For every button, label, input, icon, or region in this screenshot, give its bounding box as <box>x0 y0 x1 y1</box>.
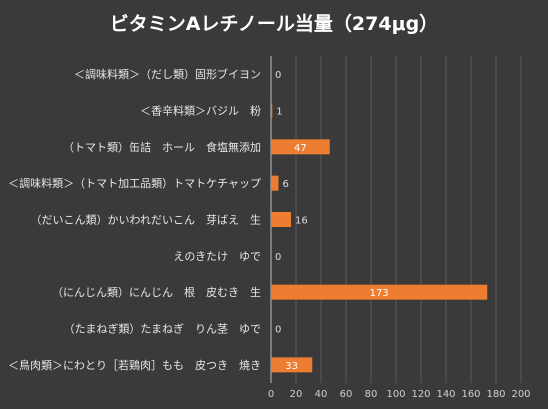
bar <box>271 284 488 300</box>
data-label: 1 <box>276 107 282 118</box>
bars: 0 1 47 6 16 0 173 0 33 <box>271 70 488 373</box>
chart-title: ビタミンAレチノール当量（274μg） <box>110 12 438 35</box>
data-label: 0 <box>275 70 281 81</box>
bar <box>271 212 291 227</box>
category-label: （トマト類）缶詰 ホール 食塩無添加 <box>63 140 261 154</box>
x-tick-label: 40 <box>315 389 328 400</box>
data-label: 16 <box>295 216 308 227</box>
bar <box>271 357 313 373</box>
category-label: （にんじん類）にんじん 根 皮むき 生 <box>52 285 261 299</box>
data-label: 6 <box>283 179 289 190</box>
category-label: ＜調味料類＞（だし類）固形ブイヨン <box>74 67 261 81</box>
data-label: 33 <box>285 361 298 372</box>
grid-lines <box>270 56 522 383</box>
x-tick-label: 140 <box>436 389 455 400</box>
x-tick-label: 60 <box>340 389 353 400</box>
category-label: （だいこん類）かいわれだいこん 芽ばえ 生 <box>31 213 261 227</box>
x-tick-label: 200 <box>511 389 530 400</box>
bar <box>271 103 273 118</box>
category-label: （たまねぎ類）たまねぎ りん茎 ゆで <box>64 322 261 336</box>
x-tick-label: 160 <box>461 389 480 400</box>
category-label: ＜香辛料類＞バジル 粉 <box>140 104 261 118</box>
data-label: 173 <box>370 288 389 299</box>
bar <box>271 139 330 155</box>
x-tick-label: 100 <box>386 389 405 400</box>
x-tick-label: 180 <box>486 389 505 400</box>
category-label: ＜調味料類＞（トマト加工品類）トマトケチャップ <box>8 176 261 190</box>
x-tick-label: 120 <box>411 389 430 400</box>
category-label: えのきたけ ゆで <box>173 250 261 263</box>
category-labels: ＜調味料類＞（だし類）固形ブイヨン ＜香辛料類＞バジル 粉 （トマト類）缶詰 ホール… <box>8 67 261 372</box>
x-axis-ticks: 0 20 40 60 80 100 120 140 160 180 200 <box>268 389 531 400</box>
x-tick-label: 80 <box>365 389 378 400</box>
data-label: 47 <box>294 143 307 154</box>
bar <box>271 175 279 191</box>
x-tick-label: 0 <box>268 389 274 400</box>
data-label: 0 <box>275 252 281 263</box>
category-label: ＜鳥肉類＞にわとり［若鶏肉］もも 皮つき 焼き <box>8 358 261 372</box>
x-tick-label: 20 <box>290 389 303 400</box>
data-label: 0 <box>275 325 281 336</box>
